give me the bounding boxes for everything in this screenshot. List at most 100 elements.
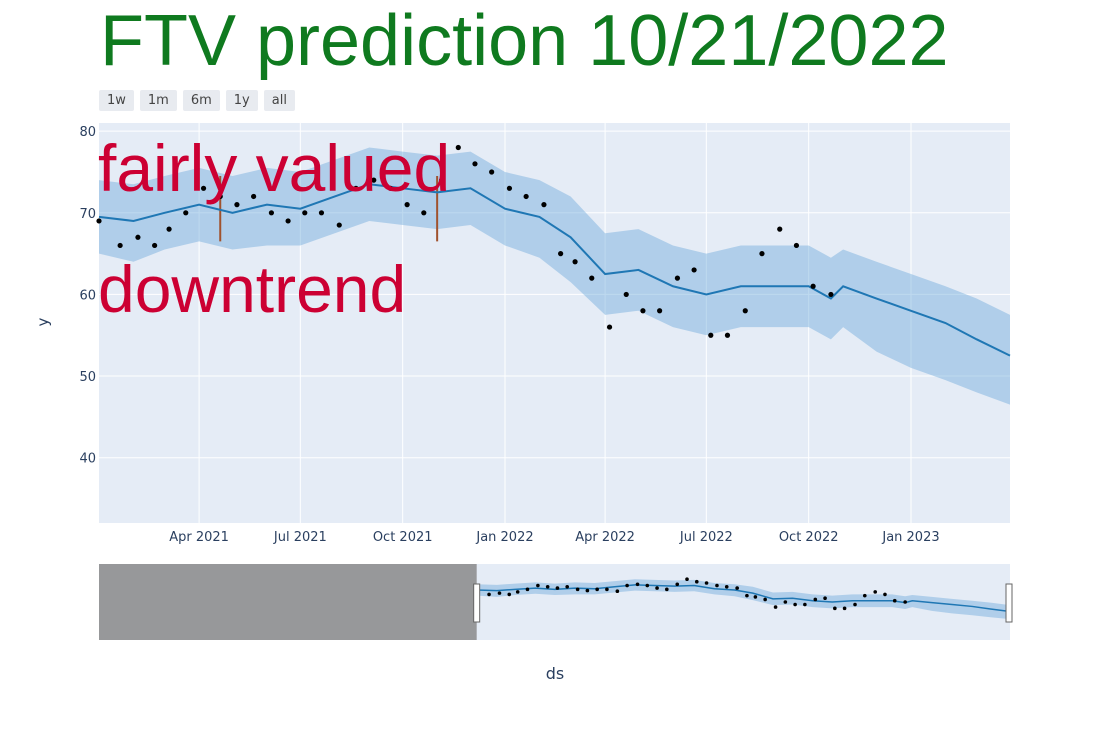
slider-point: [595, 587, 599, 592]
actual-point: [708, 332, 714, 338]
range-button-1y[interactable]: 1y: [225, 90, 258, 111]
annotation-downtrend: downtrend: [98, 252, 407, 326]
slider-unselected-region: [99, 564, 477, 640]
actual-point: [541, 202, 547, 208]
actual-point: [674, 275, 681, 281]
slider-point: [545, 585, 550, 589]
slider-point: [892, 598, 897, 603]
slider-point: [842, 606, 847, 611]
actual-point: [200, 185, 207, 191]
slider-point: [793, 602, 797, 607]
x-tick-label: Apr 2022: [575, 530, 635, 545]
range-button-all[interactable]: all: [263, 90, 295, 111]
slider-point: [645, 583, 650, 588]
slider-point: [555, 586, 560, 590]
slider-point: [745, 593, 749, 598]
actual-point: [318, 210, 325, 216]
actual-point: [117, 242, 123, 249]
slider-point: [715, 583, 719, 588]
slider-point: [694, 579, 699, 584]
slider-point: [833, 606, 837, 611]
x-tick-label: Oct 2022: [779, 530, 839, 545]
slider-handle-right: [1005, 583, 1013, 623]
forecast-line: [98, 183, 1011, 357]
range-slider[interactable]: [99, 564, 1013, 640]
slider-point: [575, 587, 580, 592]
y-tick-label: 70: [79, 207, 96, 222]
actual-point: [724, 332, 731, 338]
actual-point: [135, 234, 141, 240]
actual-point: [336, 222, 342, 228]
range-button-6m[interactable]: 6m: [182, 90, 220, 111]
slider-point: [665, 587, 669, 592]
actual-point: [183, 210, 189, 216]
actual-point: [387, 185, 394, 191]
y-tick-label: 50: [79, 370, 96, 385]
actual-point: [506, 185, 513, 191]
x-tick-label: Jan 2023: [881, 530, 939, 545]
actual-point: [691, 267, 697, 273]
slider-point: [635, 582, 640, 587]
slider-point: [585, 588, 590, 593]
actual-point: [523, 193, 529, 200]
slider-point: [507, 592, 512, 597]
actual-point: [152, 242, 158, 249]
actual-point: [166, 226, 172, 232]
slider-point: [655, 586, 659, 590]
actual-point: [96, 218, 102, 224]
slider-point: [536, 583, 540, 588]
x-axis-label: ds: [546, 664, 565, 683]
actual-point: [472, 161, 478, 167]
slider-point: [735, 586, 739, 590]
actual-point: [558, 251, 564, 257]
actual-point: [793, 242, 800, 249]
actual-point: [589, 275, 595, 281]
actual-point: [777, 226, 783, 232]
slider-point: [724, 585, 729, 589]
slider-point: [763, 597, 767, 602]
slider-handle-left: [473, 583, 481, 623]
slider-point: [813, 597, 818, 602]
range-selector: 1w 1m 6m 1y all: [99, 90, 295, 111]
slider-point: [704, 581, 709, 585]
slider-point: [903, 600, 907, 604]
slider-point: [873, 590, 878, 594]
slider-band: [476, 579, 1010, 620]
y-tick-label: 40: [79, 452, 96, 467]
slider-point: [515, 590, 520, 594]
actual-point: [759, 251, 765, 257]
range-button-1w[interactable]: 1w: [99, 90, 134, 111]
actual-point: [234, 202, 240, 208]
actual-point: [489, 169, 495, 175]
slider-point: [883, 592, 887, 597]
x-tick-label: Jan 2022: [475, 530, 533, 545]
actual-point: [606, 324, 613, 330]
slider-point: [853, 602, 857, 607]
slider-trend: [476, 584, 1011, 613]
actual-point: [742, 308, 748, 314]
slider-point: [497, 591, 502, 595]
actual-point: [268, 210, 275, 216]
slider-point: [565, 585, 569, 589]
actual-point: [640, 308, 646, 314]
slider-point: [773, 605, 778, 609]
chart-title: FTV prediction 10/21/2022: [100, 1, 949, 81]
slider-point: [685, 577, 689, 581]
range-button-1m[interactable]: 1m: [139, 90, 177, 111]
y-tick-label: 60: [79, 288, 96, 303]
actual-point: [217, 193, 223, 200]
actual-point: [251, 193, 257, 200]
plot-background: [99, 123, 1010, 523]
uncertainty-band: [99, 147, 1010, 405]
slider-point: [803, 602, 807, 607]
y-axis-ticks: 40 50 60 70 80: [79, 125, 96, 467]
actual-point: [810, 283, 816, 289]
actual-point: [353, 185, 359, 191]
slider-point: [862, 593, 867, 598]
actual-point: [404, 202, 410, 208]
slider-point: [823, 596, 827, 600]
slider-point: [753, 595, 758, 599]
actual-point: [572, 259, 578, 265]
actual-point: [421, 210, 427, 216]
